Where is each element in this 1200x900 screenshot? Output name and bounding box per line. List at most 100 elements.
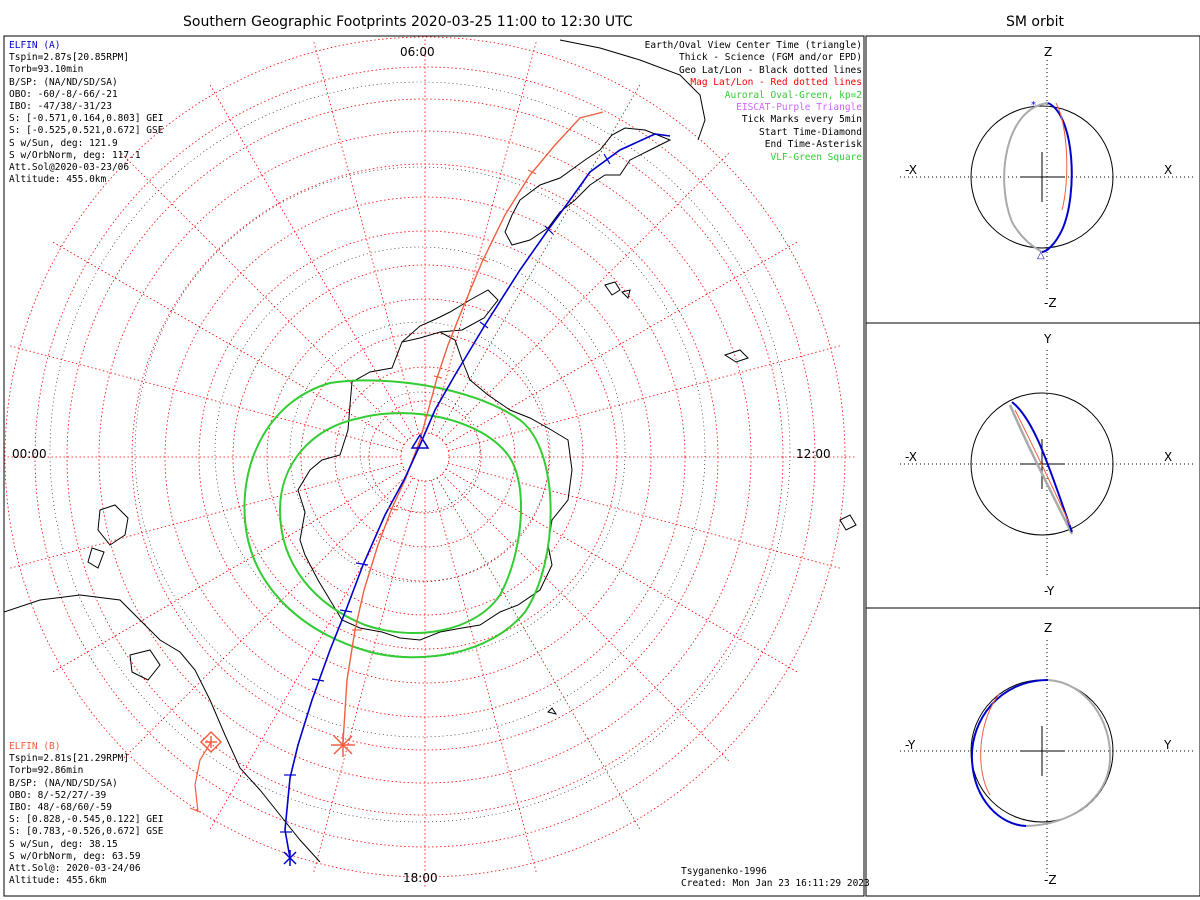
antarctic-peninsula (401, 289, 499, 343)
view-center-triangle (410, 433, 430, 449)
tick-mark (603, 153, 611, 165)
elfin-a-line: OBO: -60/-8/-66/-21 (9, 88, 118, 100)
mag-lat-circle (198, 230, 652, 684)
sm-xy-bottom-label: -Y (1044, 584, 1055, 598)
sm-xz-right-label: X (1164, 163, 1173, 177)
auroral-oval-inner (278, 412, 522, 635)
auroral-oval-outer (243, 379, 552, 659)
tick-mark (311, 678, 325, 682)
mag-lat-circle (400, 432, 450, 482)
elfin-a-start-asterisk (283, 850, 297, 866)
sm-orbit-title: SM orbit (1006, 14, 1065, 30)
falkland-islands (604, 281, 631, 299)
mag-meridian-line (120, 473, 409, 762)
orbit-b-gray (1003, 102, 1049, 253)
mag-meridian-line (313, 41, 420, 434)
legend-auroral-oval: Auroral Oval-Green, kp=2 (724, 89, 862, 101)
tick-mark (479, 257, 489, 263)
elfin-a-info: ELFIN (A) Tspin=2.87s[20.85RPM] Torb=93.… (9, 40, 163, 186)
elfin-b-track (342, 111, 604, 743)
sm-xz-bottom-label: -Z (1044, 296, 1057, 310)
geo-lat-circle (214, 246, 626, 658)
map-frame (3, 35, 865, 897)
elfin-a-line: S: [-0.571,0.164,0.803] GEI (9, 113, 164, 125)
elfin-b-line: IBO: 48/-68/60/-59 (9, 802, 112, 814)
elfin-a-line: Altitude: 455.0km (9, 174, 107, 186)
elfin-b-track-2 (194, 741, 212, 813)
time-label-right: 12:00 (796, 447, 831, 461)
sm-panel-yz (900, 640, 1195, 875)
sm-panel-xy (900, 350, 1195, 578)
legend-vlf: VLF-Green Square (770, 151, 862, 163)
sm-xz-left-label: -X (905, 163, 917, 177)
elfin-b-line: S w/OrbNorm, deg: 63.59 (9, 850, 141, 862)
australia-coast (4, 594, 321, 863)
orbit-a-blue (970, 679, 1049, 827)
mag-meridian-line (430, 41, 537, 434)
africa-tip (559, 39, 706, 141)
mag-meridian-line (52, 241, 405, 446)
elfin-a-line: Att.Sol@2020-03-23/06 (9, 162, 130, 174)
mag-meridian-line (9, 345, 402, 452)
tick-mark (189, 807, 201, 813)
elfin-b-line: S: [0.783,-0.526,0.672] GSE (9, 826, 164, 838)
legend-start-time: Start Time-Diamond (759, 126, 862, 138)
legend-end-time: End Time-Asterisk (764, 139, 862, 151)
page-title: Southern Geographic Footprints 2020-03-2… (183, 14, 633, 30)
time-label-left: 00:00 (12, 447, 47, 461)
tick-mark (339, 609, 353, 613)
mag-meridian-line (120, 152, 409, 441)
orbit-b-red (1014, 409, 1071, 526)
time-label-bottom: 18:00 (403, 871, 438, 885)
tick-mark (544, 225, 554, 235)
mag-lat-circle (266, 298, 584, 616)
elfin-b-name: ELFIN (B) (9, 741, 61, 752)
geo-lat-circle (289, 321, 551, 583)
elfin-a-line: S w/Sun, deg: 121.9 (9, 137, 118, 149)
south-georgia (723, 349, 749, 363)
tick-mark (387, 507, 399, 511)
elfin-a-name: ELFIN (A) (9, 40, 61, 51)
elfin-a-line: Tspin=2.87s[20.85RPM] (9, 52, 130, 64)
legend-tick-marks: Tick Marks every 5min (741, 114, 862, 126)
mag-meridian-line (441, 152, 730, 441)
new-zealand (87, 504, 129, 569)
mag-meridian-line (209, 84, 414, 437)
mag-lat-circle (98, 130, 752, 784)
mag-meridian-line (52, 468, 405, 673)
orbit-b-gray (1025, 679, 1112, 827)
tick-mark (479, 321, 489, 329)
orbit-a-blue (1011, 401, 1073, 533)
elfin-a-track (284, 133, 671, 859)
elfin-b-end-asterisk (331, 733, 355, 757)
marker-triangle: △ (1037, 250, 1045, 261)
mag-meridian-line (448, 345, 841, 452)
mag-meridian-line (445, 468, 798, 673)
geo-lat-circle (359, 391, 481, 513)
tasmania (129, 649, 161, 681)
elfin-b-info: ELFIN (B) Tspin=2.81s[21.29RPM] Torb=92.… (9, 741, 163, 887)
earth-circle (970, 392, 1114, 536)
elfin-a-line: S: [-0.525,0.521,0.672] GSE (9, 125, 164, 137)
elfin-b-line: B/SP: (NA/ND/SD/SA) (9, 777, 118, 789)
south-america-tip (504, 127, 672, 246)
mag-meridian-line (441, 473, 730, 762)
orbit-b-red (1055, 102, 1068, 211)
orbit-b-red (980, 692, 1001, 796)
kerguelen (839, 514, 857, 531)
mag-lat-circle (334, 366, 516, 548)
legend-geo-grid: Geo Lat/Lon - Black dotted lines (678, 64, 862, 76)
sm-yz-bottom-label: -Z (1044, 873, 1057, 887)
legend-eiscat: EISCAT-Purple Triangle (736, 102, 862, 114)
geo-lat-circle (134, 166, 706, 738)
footer: Tsyganenko-1996 Created: Mon Jan 23 16:1… (681, 866, 870, 890)
sm-xy-left-label: -X (905, 450, 917, 464)
marker-asterisk: * (1031, 100, 1036, 111)
elfin-b-line: Torb=92.86min (9, 765, 84, 777)
elfin-b-line: S w/Sun, deg: 38.15 (9, 838, 118, 850)
elfin-b-line: Tspin=2.81s[21.29RPM] (9, 753, 130, 765)
model-name: Tsyganenko-1996 (681, 866, 767, 877)
created-date: Created: Mon Jan 23 16:11:29 2023 (681, 878, 870, 890)
elfin-b-ticks (189, 169, 537, 813)
elfin-b-start-diamond (199, 730, 223, 754)
